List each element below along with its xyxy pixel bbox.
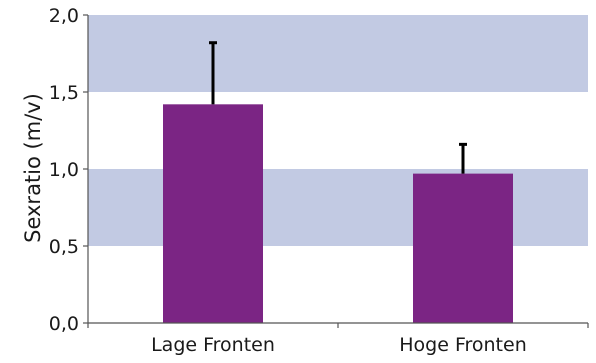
y-tick-label-5: 2,0 — [49, 5, 79, 27]
y-tick-labels: 0,0 0,5 1,0 1,5 2,0 — [49, 5, 79, 335]
x-tick-label-1: Lage Fronten — [151, 334, 275, 356]
axes — [83, 14, 589, 328]
y-tick-label-2: 0,5 — [49, 236, 79, 258]
x-tick-label-2: Hoge Fronten — [399, 334, 527, 356]
background-band-2 — [88, 15, 588, 92]
y-tick-label-1: 0,0 — [49, 313, 79, 335]
y-axis-title: Sexratio (m/v) — [21, 93, 45, 243]
bar-2 — [413, 173, 513, 323]
y-tick-label-3: 1,0 — [49, 159, 79, 181]
y-tick-label-4: 1,5 — [49, 82, 79, 104]
error-bars — [209, 41, 467, 174]
bars — [163, 104, 513, 323]
bar-1 — [163, 104, 263, 323]
x-tick-labels: Lage Fronten Hoge Fronten — [151, 334, 527, 356]
